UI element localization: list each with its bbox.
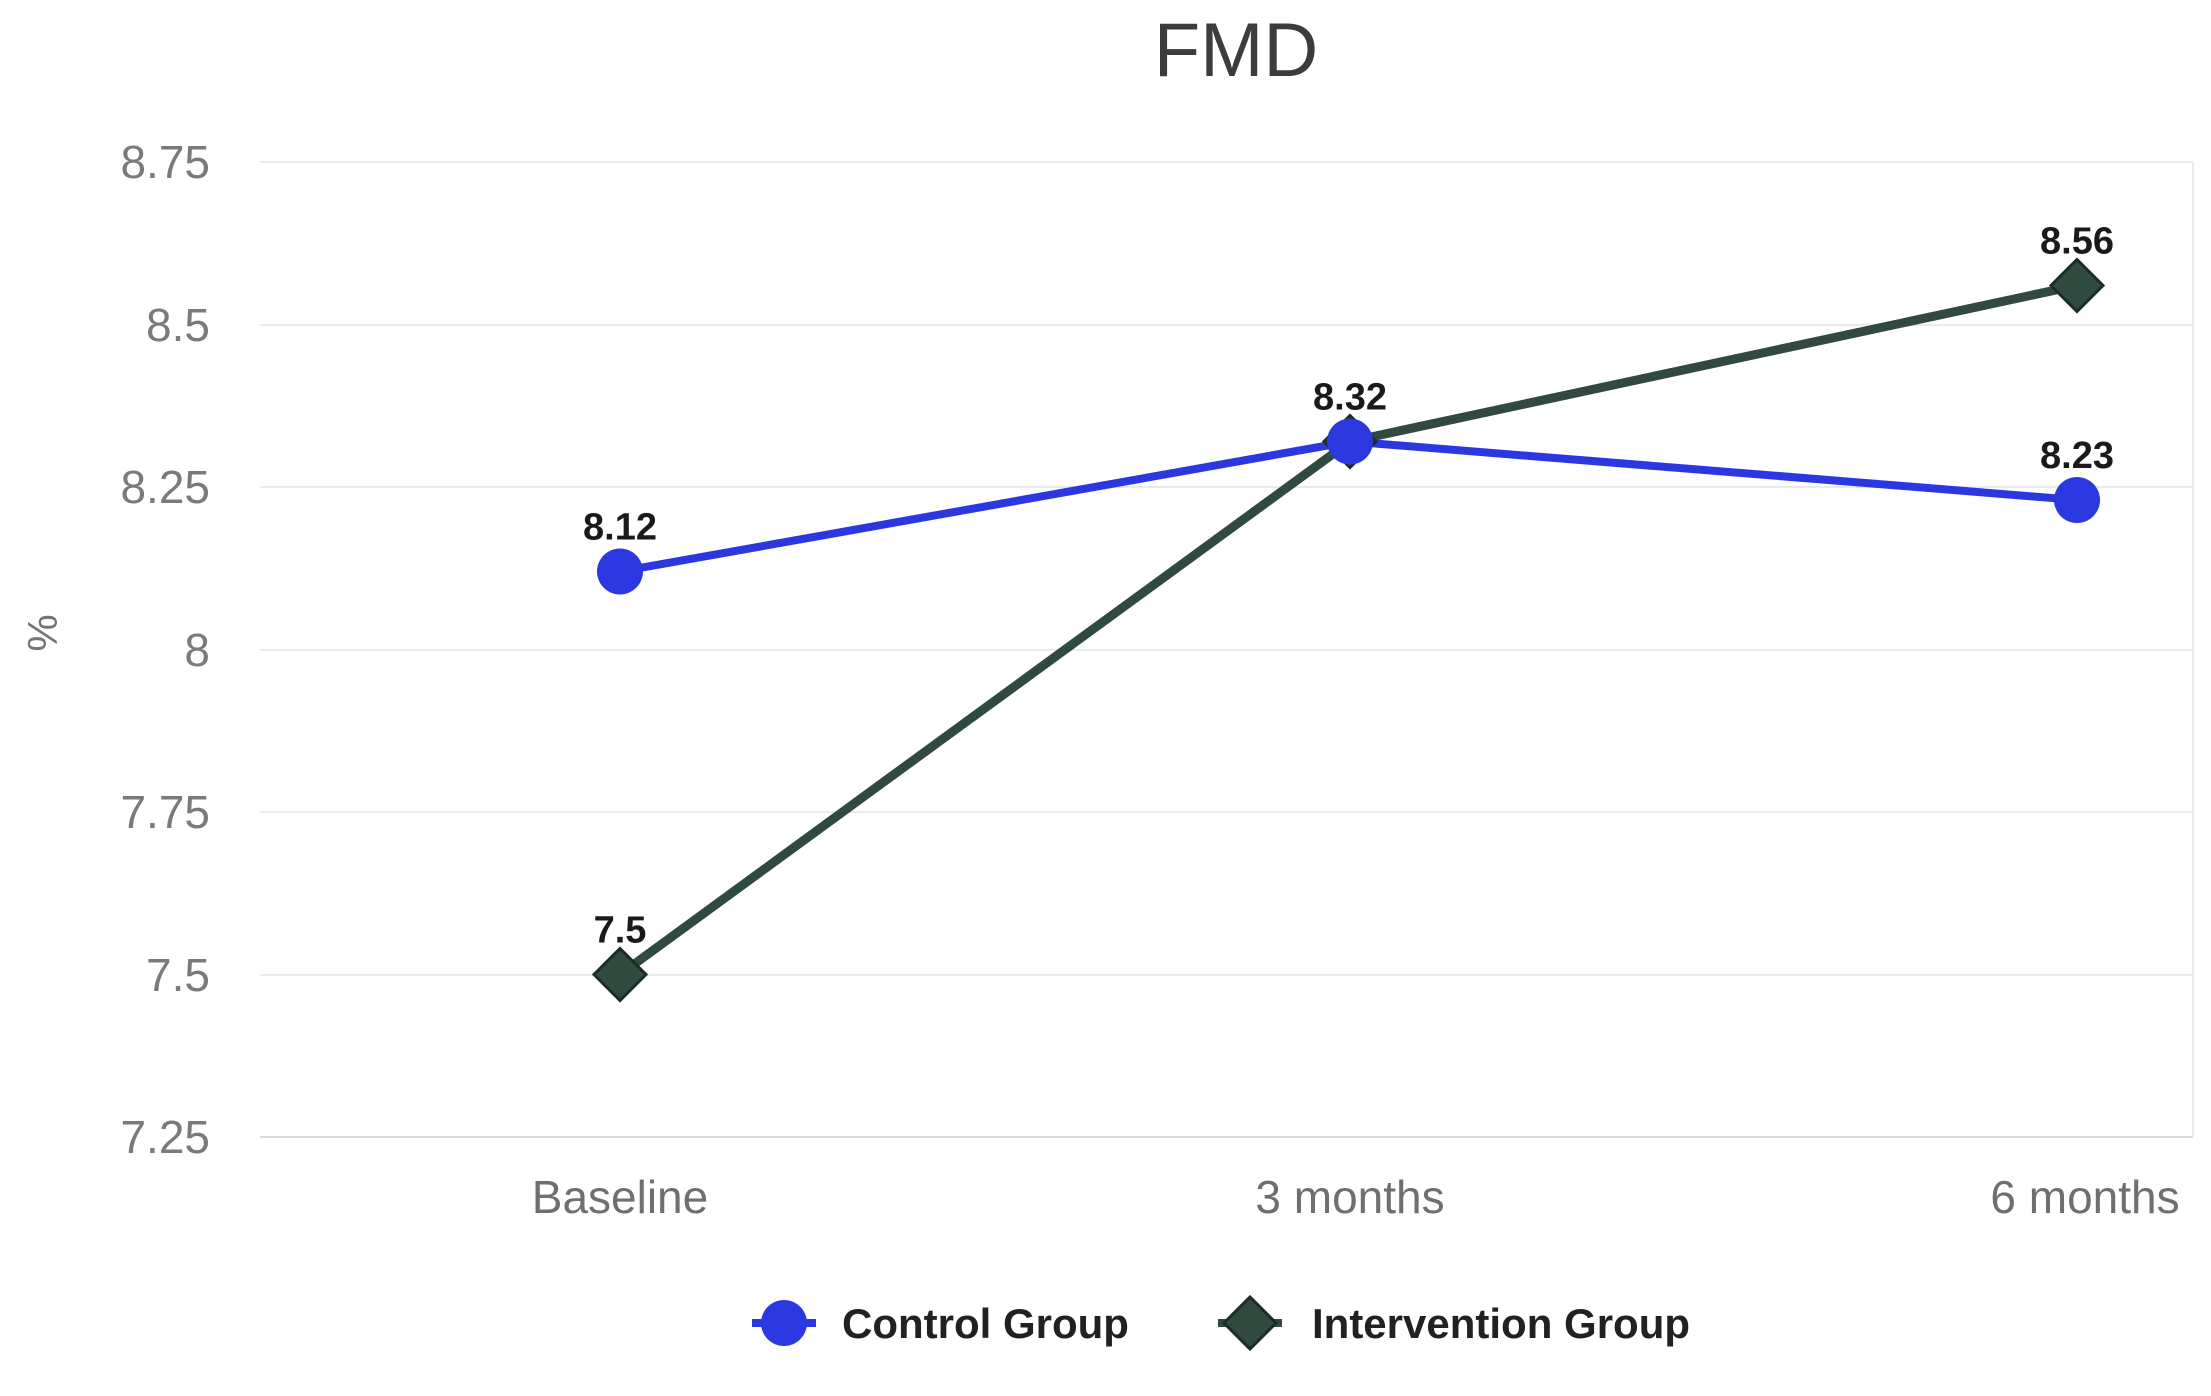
legend: Control Group Intervention Group xyxy=(752,1294,1690,1352)
y-tick-8-75: 8.75 xyxy=(120,136,210,188)
gridlines xyxy=(260,161,2194,1138)
x-tick-3-months: 3 months xyxy=(1255,1171,1444,1223)
data-label-intervention-group-6-months: 8.56 xyxy=(2040,221,2114,263)
series-layer: 8.12 8.32 8.23 7.5 8.56 xyxy=(583,221,2114,1003)
y-tick-7-25: 7.25 xyxy=(120,1111,210,1163)
data-point-control-group-3-months xyxy=(1327,418,1373,465)
data-label-control-group-baseline: 8.12 xyxy=(583,507,657,549)
x-axis-ticks: Baseline 3 months 6 months xyxy=(532,1171,2180,1223)
data-point-intervention-group-baseline xyxy=(591,946,649,1003)
y-tick-7-5: 7.5 xyxy=(146,949,210,1001)
y-axis-ticks: 8.75 8.5 8.25 8 7.75 7.5 7.25 xyxy=(120,136,210,1163)
y-tick-8-5: 8.5 xyxy=(146,299,210,351)
legend-item-intervention-group: Intervention Group xyxy=(1218,1294,1690,1352)
legend-diamond-marker xyxy=(1221,1294,1279,1352)
data-label-control-group-6-months: 8.23 xyxy=(2040,435,2114,477)
y-tick-7-75: 7.75 xyxy=(120,786,210,838)
legend-circle-marker xyxy=(761,1300,807,1346)
legend-item-control-group: Control Group xyxy=(752,1300,1129,1347)
legend-label-intervention-group: Intervention Group xyxy=(1312,1300,1690,1347)
data-label-intervention-group-baseline: 7.5 xyxy=(594,910,647,952)
data-label-control-group-3-months: 8.32 xyxy=(1313,377,1387,419)
legend-label-control-group: Control Group xyxy=(842,1300,1129,1347)
x-tick-6-months: 6 months xyxy=(1990,1171,2179,1223)
y-tick-8: 8 xyxy=(184,624,210,676)
chart-title: FMD xyxy=(1154,8,1319,93)
y-tick-8-25: 8.25 xyxy=(120,461,210,513)
data-point-control-group-6-months xyxy=(2054,477,2100,523)
y-axis-label: % xyxy=(19,614,66,651)
data-point-control-group-baseline xyxy=(597,548,643,595)
x-tick-baseline: Baseline xyxy=(532,1171,708,1223)
data-point-intervention-group-6-months xyxy=(2048,257,2106,314)
